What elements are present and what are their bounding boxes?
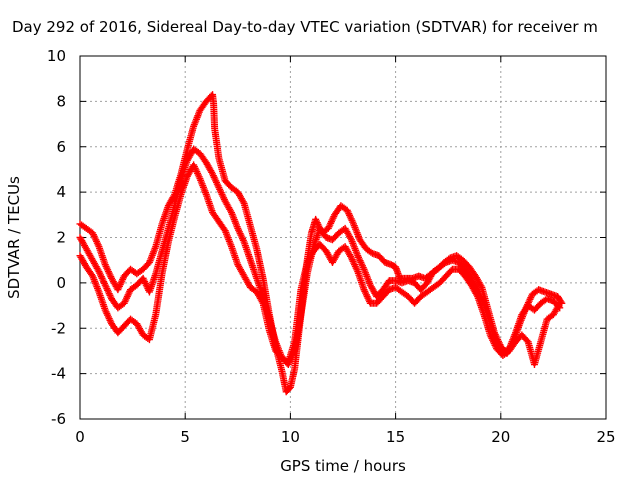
data-marker (555, 301, 563, 309)
x-tick-label: 15 (386, 428, 405, 446)
x-axis-label: GPS time / hours (280, 457, 406, 475)
y-tick-label: 8 (56, 92, 66, 110)
x-tick-labels: 0 5 10 15 20 25 (75, 428, 615, 446)
x-tick-label: 25 (596, 428, 615, 446)
y-tick-label: -2 (51, 319, 66, 337)
y-tick-label: 4 (56, 183, 66, 201)
data-series (76, 91, 566, 396)
data-marker (473, 291, 481, 299)
data-marker (239, 198, 247, 206)
grid-lines (80, 56, 606, 419)
series-track-c (76, 161, 564, 369)
y-tick-label: -4 (51, 365, 66, 383)
x-tick-label: 10 (281, 428, 300, 446)
y-tick-label: -6 (51, 410, 66, 428)
x-tick-label: 5 (180, 428, 190, 446)
x-tick-label: 20 (491, 428, 510, 446)
y-tick-label: 0 (56, 274, 66, 292)
y-tick-labels: -6 -4 -2 0 2 4 6 8 10 (47, 47, 66, 428)
y-tick-label: 10 (47, 47, 66, 65)
data-marker (258, 298, 266, 306)
data-point (556, 299, 564, 307)
y-axis-label: SDTVAR / TECUs (5, 176, 23, 299)
data-marker (347, 234, 355, 242)
data-marker (227, 207, 235, 215)
axis-ticks (79, 55, 607, 420)
x-tick-label: 0 (75, 428, 85, 446)
y-tick-label: 6 (56, 138, 66, 156)
chart-title: Day 292 of 2016, Sidereal Day-to-day VTE… (12, 18, 598, 36)
y-tick-label: 2 (56, 229, 66, 247)
